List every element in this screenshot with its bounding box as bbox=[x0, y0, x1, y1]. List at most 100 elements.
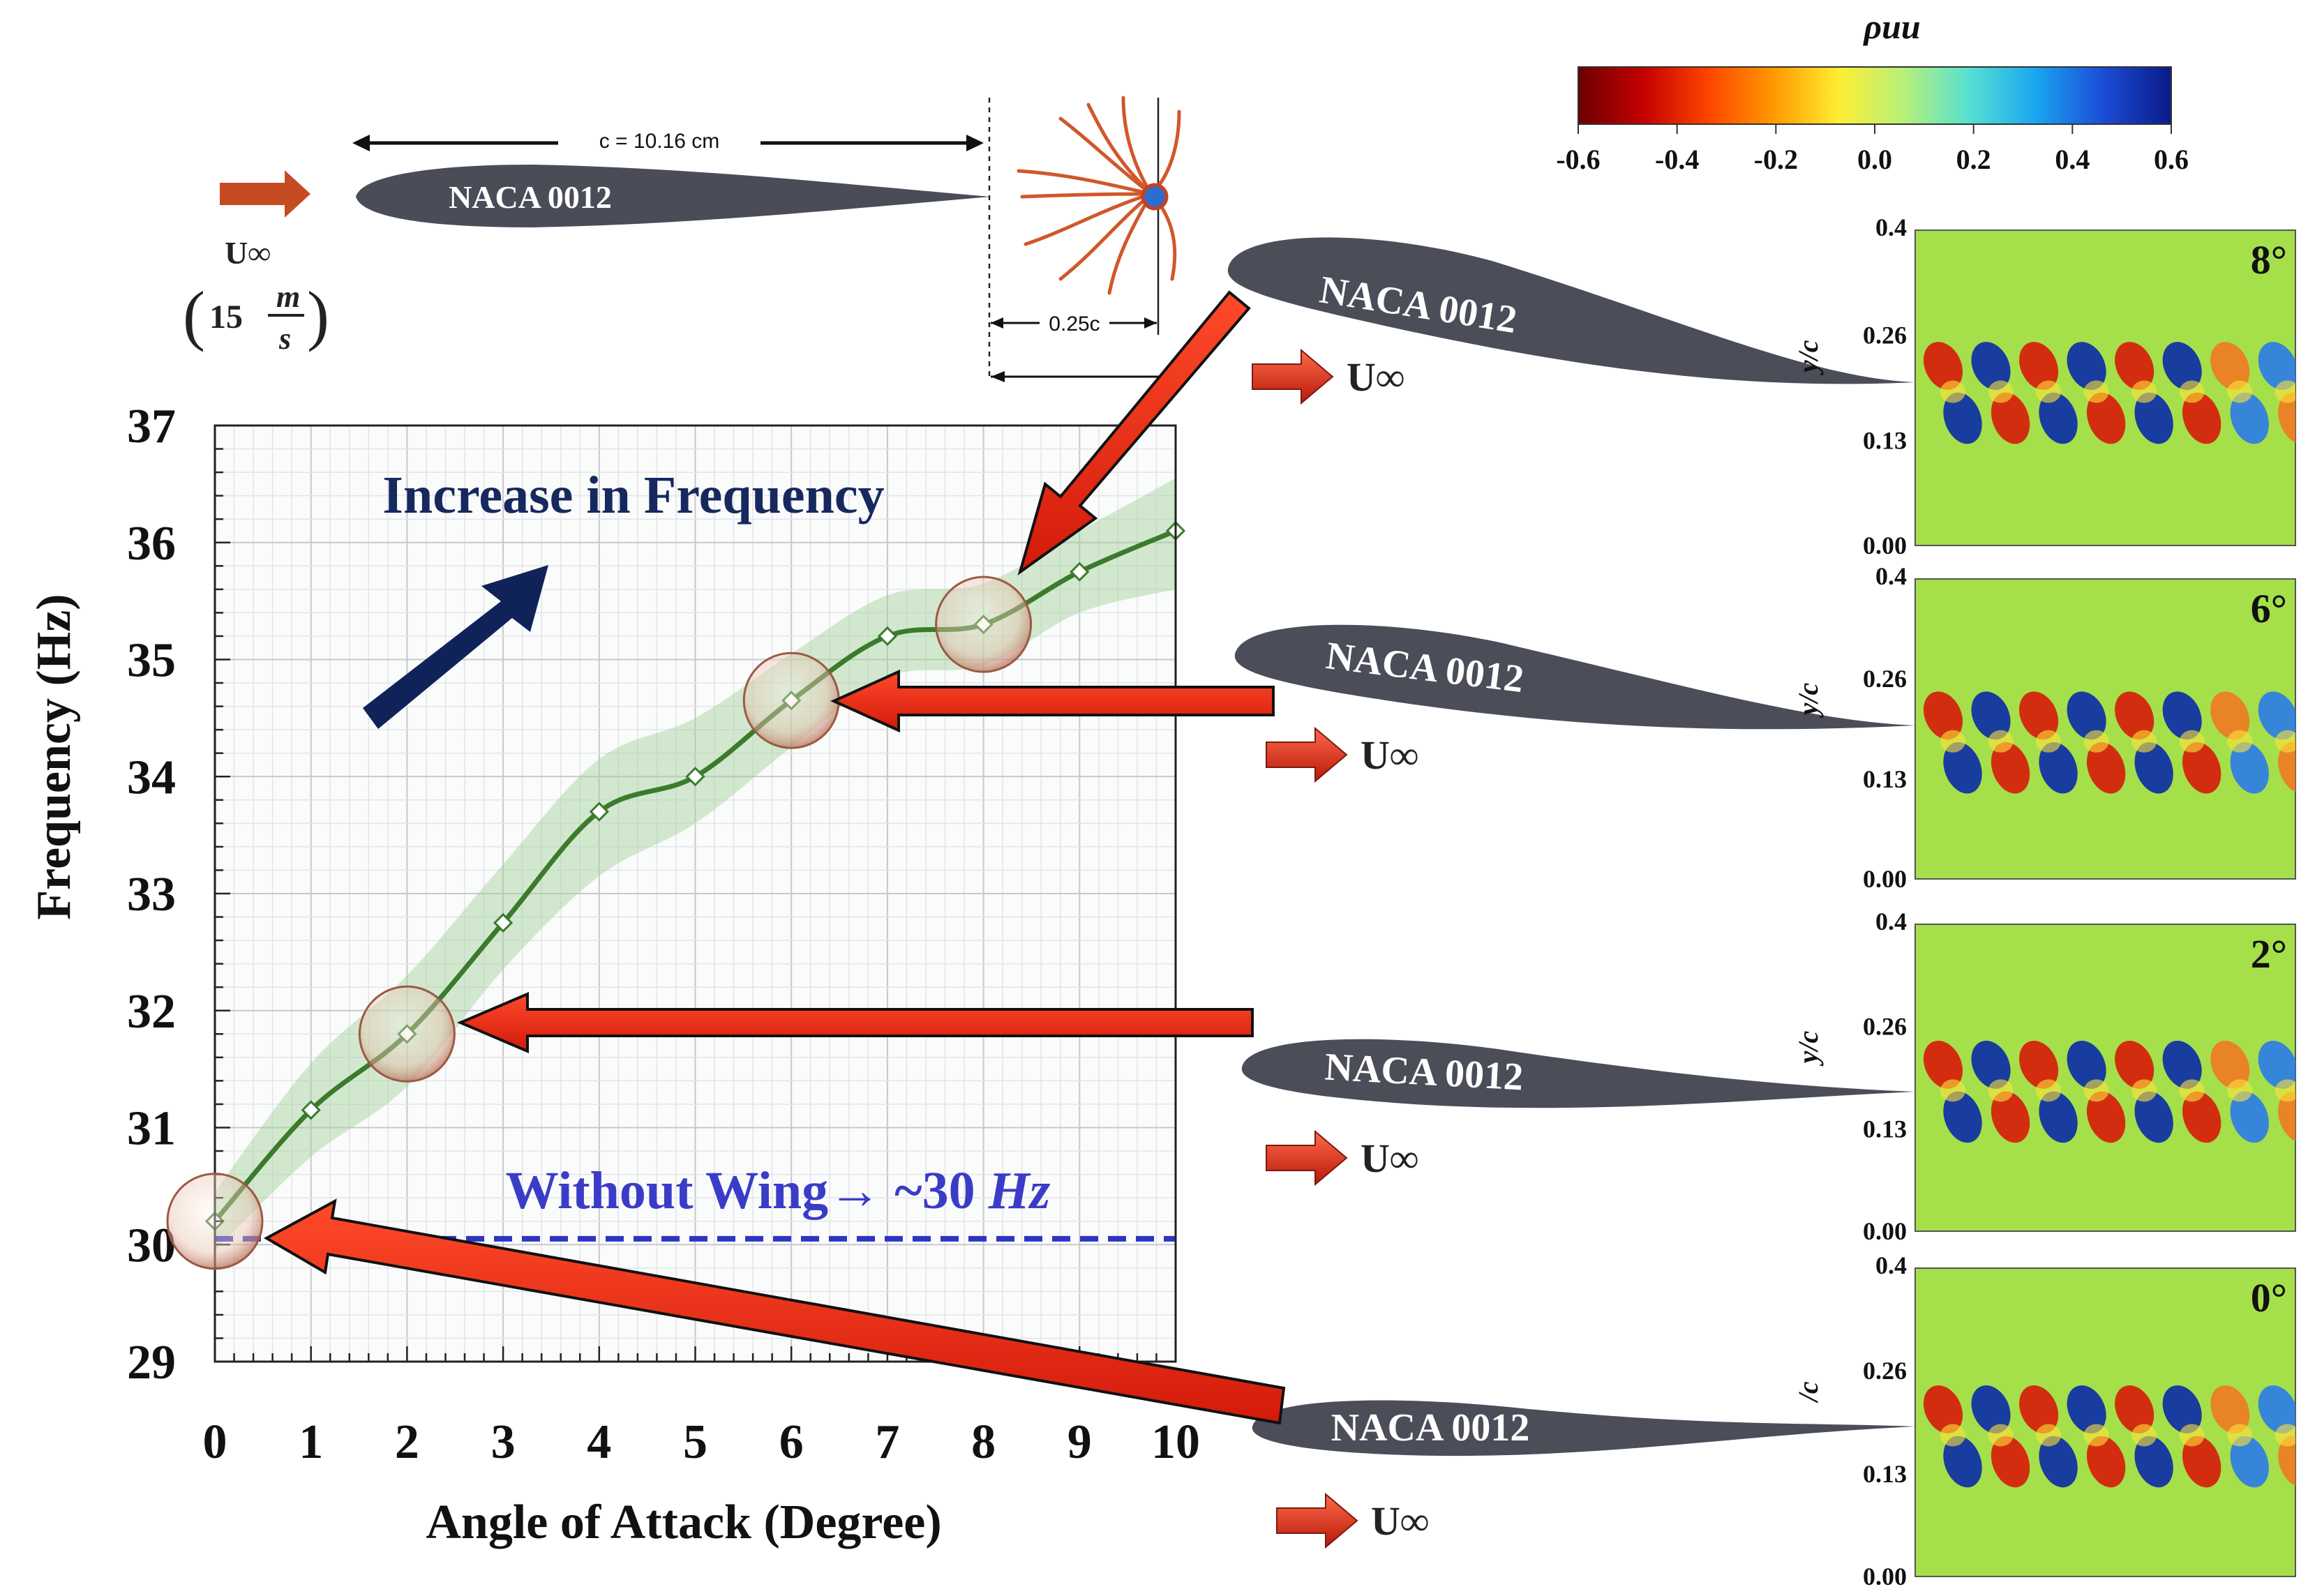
x-tick-label: 6 bbox=[779, 1415, 804, 1469]
vortex-blob bbox=[1971, 1385, 2011, 1433]
wake-vortices bbox=[1923, 1385, 2295, 1488]
speed-unit-denominator: s bbox=[278, 322, 291, 356]
x-tick-label: 7 bbox=[875, 1415, 899, 1469]
vortex-blob bbox=[1971, 691, 2011, 740]
schematic: U∞ ( 15 m s ) c = 10.16 cm NACA 0012 bbox=[183, 96, 1181, 382]
vortex-blob bbox=[2179, 380, 2205, 403]
vortex-blob bbox=[2258, 691, 2295, 740]
vortex-blob bbox=[1940, 730, 1965, 753]
wake-panel: NACA 0012 U∞ 0° 0.4 0.26 0.13 0.00/c bbox=[1252, 1251, 2296, 1590]
vortex-blob bbox=[2131, 380, 2157, 403]
vortex-blob bbox=[2036, 1079, 2062, 1102]
vortex-blob bbox=[2115, 691, 2155, 740]
vortex-blob bbox=[2039, 742, 2078, 794]
wake-freestream-symbol: U∞ bbox=[1371, 1498, 1429, 1544]
highlight-bubble bbox=[935, 575, 1033, 673]
vortex-blob bbox=[2278, 392, 2295, 444]
vortex-blob bbox=[1988, 1424, 2014, 1447]
wake-y-tick-label: 0.13 bbox=[1863, 426, 1907, 454]
vortex-blob bbox=[2227, 1424, 2253, 1447]
probe-tip-icon bbox=[1141, 183, 1169, 211]
uncertainty-band bbox=[215, 478, 1176, 1251]
vortex-blob bbox=[2067, 342, 2106, 390]
x-tick-label: 9 bbox=[1067, 1415, 1092, 1469]
y-axis-title: Frequency (Hz) bbox=[27, 594, 81, 919]
vortex-blob bbox=[2210, 342, 2250, 390]
vortex-blob bbox=[2179, 1424, 2205, 1447]
freestream-arrow-icon bbox=[1266, 1129, 1348, 1187]
wake-y-axis-label: y/c bbox=[1792, 682, 1824, 718]
x-tick-label: 0 bbox=[203, 1415, 227, 1469]
vortex-blob bbox=[2019, 1040, 2059, 1089]
vortex-blob bbox=[2275, 1079, 2295, 1102]
wake-y-tick-label: 0.13 bbox=[1863, 1115, 1907, 1143]
vortex-blob bbox=[2258, 342, 2295, 390]
svg-text:): ) bbox=[307, 278, 329, 352]
vortex-blob bbox=[2134, 742, 2173, 794]
vortex-blob bbox=[2179, 1079, 2205, 1102]
vortex-blob bbox=[2131, 1424, 2157, 1447]
vortex-blob bbox=[2275, 730, 2295, 753]
highlight-bubbles bbox=[166, 575, 1033, 1270]
vortex-blob bbox=[2230, 1091, 2269, 1143]
vortex-blob bbox=[1971, 342, 2011, 390]
wake-y-tick-label: 0.26 bbox=[1863, 322, 1907, 349]
freestream-arrow-icon bbox=[1266, 726, 1348, 783]
vortex-blob bbox=[2083, 1424, 2109, 1447]
vortex-blob bbox=[2162, 691, 2202, 740]
freestream-arrow-icon bbox=[220, 170, 310, 218]
svg-text:(: ( bbox=[183, 278, 205, 352]
vortex-blob bbox=[2134, 1436, 2173, 1488]
x-axis-title: Angle of Attack (Degree) bbox=[426, 1496, 941, 1549]
wake-y-tick-label: 0.4 bbox=[1875, 908, 1907, 935]
pointer-arrow-0deg bbox=[263, 1198, 1286, 1425]
vortex-blob bbox=[2131, 730, 2157, 753]
offset-arrowhead-icon bbox=[991, 371, 1005, 382]
chord-dimension: c = 10.16 cm bbox=[352, 130, 984, 153]
freestream-arrow-icon bbox=[1276, 1492, 1358, 1549]
vortex-blob bbox=[2210, 691, 2250, 740]
vortex-blob bbox=[2115, 342, 2155, 390]
vortex-blob bbox=[1923, 1385, 1963, 1433]
colorbar-title: ρuu bbox=[1862, 7, 1920, 46]
schematic-airfoil: NACA 0012 bbox=[356, 165, 991, 227]
wake-y-axis-label: y/c bbox=[1792, 340, 1824, 375]
vortex-blob bbox=[2227, 730, 2253, 753]
vortex-blob bbox=[2036, 730, 2062, 753]
vortex-blob bbox=[1991, 742, 2030, 794]
wake-angle-label: 8° bbox=[2251, 237, 2287, 283]
vortex-blob bbox=[2039, 1436, 2078, 1488]
colorbar-tick-label: -0.4 bbox=[1655, 144, 1699, 175]
wake-y-tick-label: 0.4 bbox=[1875, 213, 1907, 241]
wake-panel: NACA 0012 U∞ 2° 0.4 0.26 0.13 0.00 y/c bbox=[1241, 908, 2296, 1245]
wake-freestream-symbol: U∞ bbox=[1347, 354, 1404, 400]
x-tick-label: 3 bbox=[491, 1415, 516, 1469]
vortex-blob bbox=[2131, 1079, 2157, 1102]
wake-y-tick-label: 0.00 bbox=[1863, 532, 1907, 559]
vortex-blob bbox=[1991, 392, 2030, 444]
vortex-blob bbox=[2083, 730, 2109, 753]
vortex-blob bbox=[1923, 691, 1963, 740]
x-tick-label: 8 bbox=[971, 1415, 996, 1469]
colorbar-tick-label: -0.6 bbox=[1556, 144, 1600, 175]
vortex-blob bbox=[2162, 1040, 2202, 1089]
vortex-blob bbox=[2278, 1091, 2295, 1143]
wake-y-tick-label: 0.4 bbox=[1875, 562, 1907, 590]
data-point bbox=[493, 912, 514, 933]
highlight-bubble bbox=[166, 1173, 264, 1270]
wake-airfoil bbox=[1241, 1039, 1915, 1108]
wake-vortices bbox=[1923, 691, 2295, 794]
vortex-blob bbox=[2086, 1091, 2126, 1143]
vortex-blob bbox=[2182, 1091, 2221, 1143]
data-point bbox=[301, 1100, 321, 1120]
y-tick-label: 32 bbox=[127, 985, 176, 1039]
vortex-blob bbox=[2182, 392, 2221, 444]
vortex-blob bbox=[1971, 1040, 2011, 1089]
wake-y-tick-label: 0.00 bbox=[1863, 1217, 1907, 1245]
vortex-blob bbox=[2258, 1040, 2295, 1089]
vortex-blob bbox=[1940, 380, 1965, 403]
